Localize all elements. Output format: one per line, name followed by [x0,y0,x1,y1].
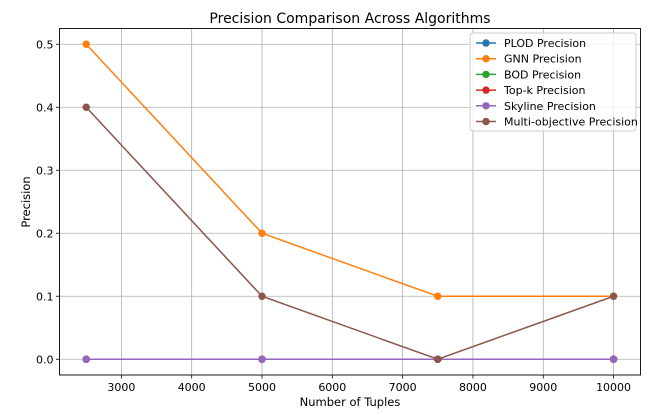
x-tick-label: 7000 [389,381,417,394]
gnn-precision-point [82,40,90,48]
legend-swatch-marker [482,117,490,126]
x-tick-label: 4000 [178,381,206,394]
legend-swatch-marker [482,70,490,79]
multi-objective-precision-point [609,292,618,300]
legend: PLOD Precision GNN Precision BOD Precision… [469,32,638,132]
y-tick-label: 0.0 [36,353,54,366]
chart-title: Precision Comparison Across Algorithms [209,11,490,27]
y-axis-label: Precision [19,176,33,227]
skyline-precision-point [609,355,618,363]
legend-label: PLOD Precision [504,37,586,50]
x-tick-label: 9000 [529,381,557,394]
y-tick-label: 0.5 [36,38,54,51]
x-tick-label: 5000 [248,381,276,394]
multi-objective-precision-point [258,292,266,300]
y-tick-label: 0.3 [36,164,54,177]
legend-label: BOD Precision [504,68,581,81]
legend-swatch-marker [482,86,490,94]
y-tick-label: 0.4 [36,101,54,114]
gnn-precision-point [258,229,266,237]
legend-label: Multi-objective Precision [504,116,638,129]
legend-box [469,32,637,132]
legend-swatch-marker [482,39,490,47]
plot-frame [59,28,641,376]
legend-label: Top-k Precision [503,84,586,97]
legend-label: GNN Precision [504,53,582,66]
x-tick-label: 8000 [459,381,487,394]
x-tick-label: 3000 [107,381,135,394]
y-tick-label: 0.1 [36,290,54,303]
skyline-precision-point [258,355,266,363]
multi-objective-precision-line [85,106,614,361]
x-tick-label: 6000 [318,381,346,394]
x-tick-label: 10000 [596,381,631,394]
gnn-precision-line [85,43,614,297]
gnn-precision-point [434,292,442,300]
multi-objective-precision-point [434,355,442,363]
legend-swatch-marker [482,55,490,63]
multi-objective-precision-point [82,103,90,111]
legend-label: Skyline Precision [504,100,596,113]
skyline-precision-point [82,355,90,363]
x-axis-label: Number of Tuples [300,395,401,409]
legend-swatch-marker [482,102,490,110]
y-tick-label: 0.2 [36,227,54,240]
